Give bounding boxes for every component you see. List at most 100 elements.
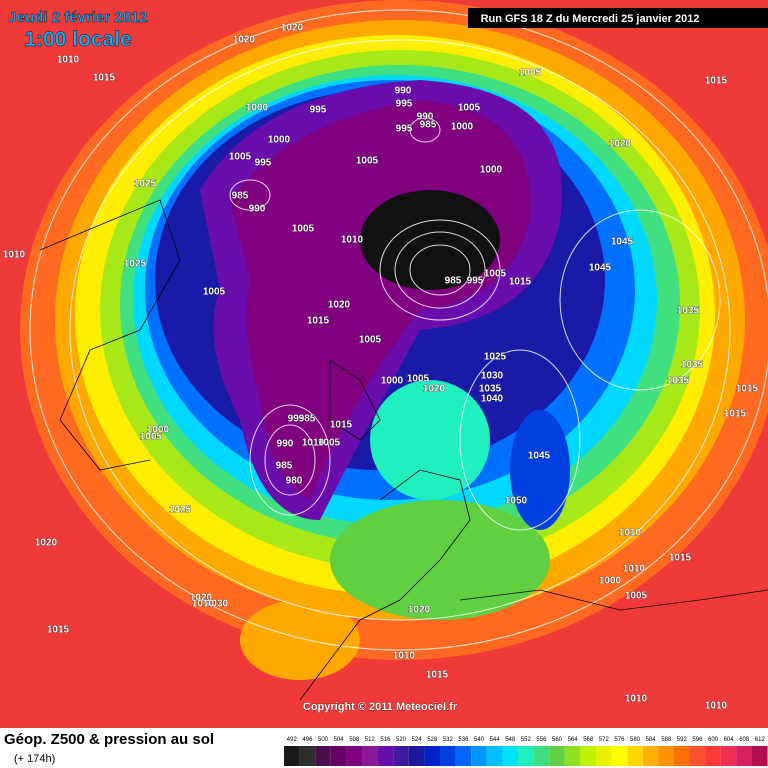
isobar-label: 1020 [233, 35, 256, 46]
isobar-label: 1010 [57, 55, 80, 66]
scale-swatch [424, 746, 440, 766]
footer-title: Géop. Z500 & pression au sol [4, 731, 214, 748]
scale-swatch [315, 746, 331, 766]
scale-swatch [330, 746, 347, 766]
scale-swatch [736, 746, 752, 766]
scale-label: 584 [646, 737, 657, 743]
scale-label: 576 [614, 737, 625, 743]
scale-label: 516 [380, 737, 391, 743]
scale-swatch [440, 746, 456, 766]
isobar-label: 1035 [677, 306, 700, 317]
isobar-label: 1020 [190, 593, 213, 604]
isobar-label: 1000 [246, 103, 269, 114]
run-info: Run GFS 18 Z du Mercredi 25 janvier 2012 [481, 13, 700, 25]
scale-label: 492 [287, 737, 298, 743]
run-box [468, 8, 768, 28]
scale-label: 544 [490, 737, 501, 743]
scale-swatch [642, 746, 659, 766]
isobar-label: 1010 [192, 599, 215, 610]
isobar-label: 1025 [124, 259, 147, 270]
scale-swatch [689, 746, 706, 766]
isobar-label: 1035 [667, 376, 690, 387]
scale-swatch [377, 746, 394, 766]
isobar-label: 1010 [3, 250, 26, 261]
scale-swatch [408, 746, 425, 766]
isobar-label: 1020 [35, 538, 58, 549]
scale-swatch [518, 746, 534, 766]
scale-label: 548 [505, 737, 516, 743]
isobar-label: 1005 [519, 68, 542, 79]
isobar-label: 1015 [330, 420, 353, 431]
scale-swatch [596, 746, 612, 766]
isobar-label: 1015 [307, 316, 330, 327]
isobar-label: 995 [288, 414, 305, 425]
isobar-label: 995 [396, 124, 413, 135]
scale-label: 540 [474, 737, 485, 743]
isobar-label: 1020 [609, 139, 632, 150]
scale-label: 528 [427, 737, 438, 743]
scale-label: 556 [536, 737, 547, 743]
coastlines [39, 199, 768, 701]
isobar-label: 1040 [481, 394, 504, 405]
isobar-label: 1005 [407, 374, 430, 385]
isobar-label: 1020 [423, 384, 446, 395]
color-scale: 492 496 500 504 508 512 516 520 524 528 532 536 540 5… [284, 737, 768, 766]
scale-swatch [346, 746, 362, 766]
isobar-label: 1030 [481, 371, 504, 382]
isobar-label: 1000 [480, 165, 503, 176]
scale-swatch [533, 746, 550, 766]
scale-swatch [658, 746, 674, 766]
scale-label: 604 [724, 737, 735, 743]
isobar-label: 1045 [589, 263, 612, 274]
isobar-label: 1015 [736, 384, 759, 395]
isobar-label: 990 [249, 204, 266, 215]
isobar-label: 980 [286, 476, 303, 487]
scale-label: 588 [661, 737, 672, 743]
scale-label: 512 [365, 737, 376, 743]
scale-swatch [393, 746, 409, 766]
scale-swatch [752, 746, 768, 766]
scale-swatch [549, 746, 565, 766]
scale-label: 532 [443, 737, 454, 743]
isobar-label: 995 [467, 276, 484, 287]
isobar-label: 995 [310, 105, 327, 116]
isobar-label: 1010 [619, 528, 642, 539]
isobar-label: 1015 [426, 670, 449, 681]
isobar-label: 1010 [625, 694, 648, 705]
isobar-label: 1020 [328, 300, 351, 311]
isobar-label: 985 [445, 276, 462, 287]
scale-swatch [284, 746, 300, 766]
scale-swatch [720, 746, 737, 766]
scale-swatch [705, 746, 721, 766]
isobar-label: 1010 [341, 235, 364, 246]
isobar-label: 1000 [599, 576, 622, 587]
isobar-label: 1020 [281, 23, 304, 34]
isobar-label: 1005 [203, 287, 226, 298]
scale-swatch [455, 746, 472, 766]
isobar-label: 1000 [268, 135, 291, 146]
isobars [29, 9, 768, 651]
scale-swatch [486, 746, 503, 766]
isobar-label: 1005 [140, 432, 163, 443]
isobar-label: 1050 [505, 496, 528, 507]
scale-swatch [580, 746, 596, 766]
valid-date: Jeudi 2 février 2012 [8, 9, 147, 26]
isobar-label: 995 [255, 158, 272, 169]
isobar-label: 1005 [625, 591, 648, 602]
isobar-label: 985 [420, 120, 437, 131]
scale-label: 596 [692, 737, 703, 743]
scale-label: 504 [334, 737, 345, 743]
isobar-label: 990 [277, 439, 294, 450]
isobar-label: 1010 [623, 564, 646, 575]
scale-label: 568 [583, 737, 594, 743]
isobar-label: 1005 [484, 269, 507, 280]
scale-label: 612 [755, 737, 766, 743]
isobar-label: 1010 [393, 651, 416, 662]
footer-lead: (+ 174h) [14, 753, 55, 765]
scale-label: 536 [458, 737, 469, 743]
isobar-label: 1005 [292, 224, 315, 235]
scale-label: 608 [739, 737, 750, 743]
isobar-label: 1030 [206, 599, 229, 610]
